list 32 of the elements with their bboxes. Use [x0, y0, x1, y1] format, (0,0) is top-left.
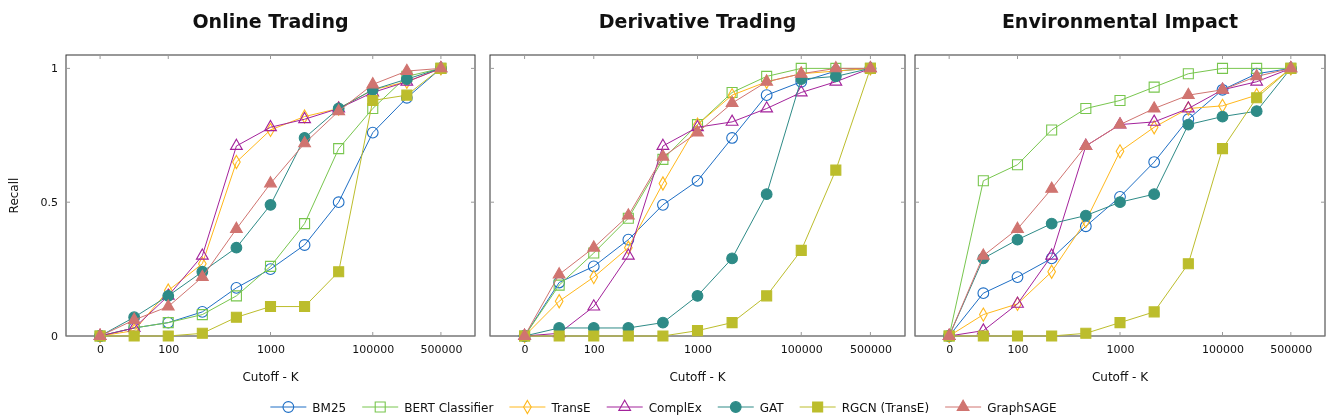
- x-tick-label: 100: [158, 342, 180, 356]
- x-tick-label: 500000: [1270, 342, 1313, 356]
- x-tick-label: 1000: [684, 342, 712, 356]
- legend-label: ComplEx: [648, 400, 702, 415]
- legend-label: GraphSAGE: [987, 400, 1057, 415]
- y-tick-label: 1: [51, 62, 58, 76]
- x-tick-label: 500000: [420, 342, 463, 356]
- y-tick-label: 0.5: [40, 196, 58, 210]
- x-tick-label: 100000: [780, 342, 823, 356]
- legend-label: RGCN (TransE): [841, 400, 930, 415]
- x-tick-label: 500000: [849, 342, 892, 356]
- y-axis-title: Recall: [7, 177, 21, 214]
- x-axis-title: Cutoff - K: [1091, 370, 1150, 384]
- x-tick-label: 0: [946, 342, 954, 356]
- x-axis-title: Cutoff - K: [242, 370, 300, 384]
- legend-label: TransE: [550, 400, 591, 415]
- chart-title: Environmental Impact: [1001, 10, 1239, 32]
- x-tick-label: 100000: [1202, 342, 1244, 356]
- x-tick-label: 1000: [1106, 342, 1135, 356]
- legend-label: GAT: [759, 400, 785, 415]
- x-tick-label: 0: [521, 342, 529, 356]
- x-axis-title: Cutoff - K: [669, 370, 727, 384]
- x-tick-label: 100: [1007, 342, 1029, 356]
- legend-label: BM25: [312, 400, 347, 415]
- x-tick-label: 1000: [257, 342, 285, 356]
- x-tick-label: 100000: [352, 342, 395, 356]
- chart-title: Derivative Trading: [598, 10, 797, 32]
- x-tick-label: 0: [97, 342, 105, 356]
- y-tick-label: 0: [51, 330, 58, 344]
- x-tick-label: 100: [583, 342, 605, 356]
- legend-label: BERT Classifier: [404, 400, 494, 415]
- chart-title: Online Trading: [192, 10, 349, 32]
